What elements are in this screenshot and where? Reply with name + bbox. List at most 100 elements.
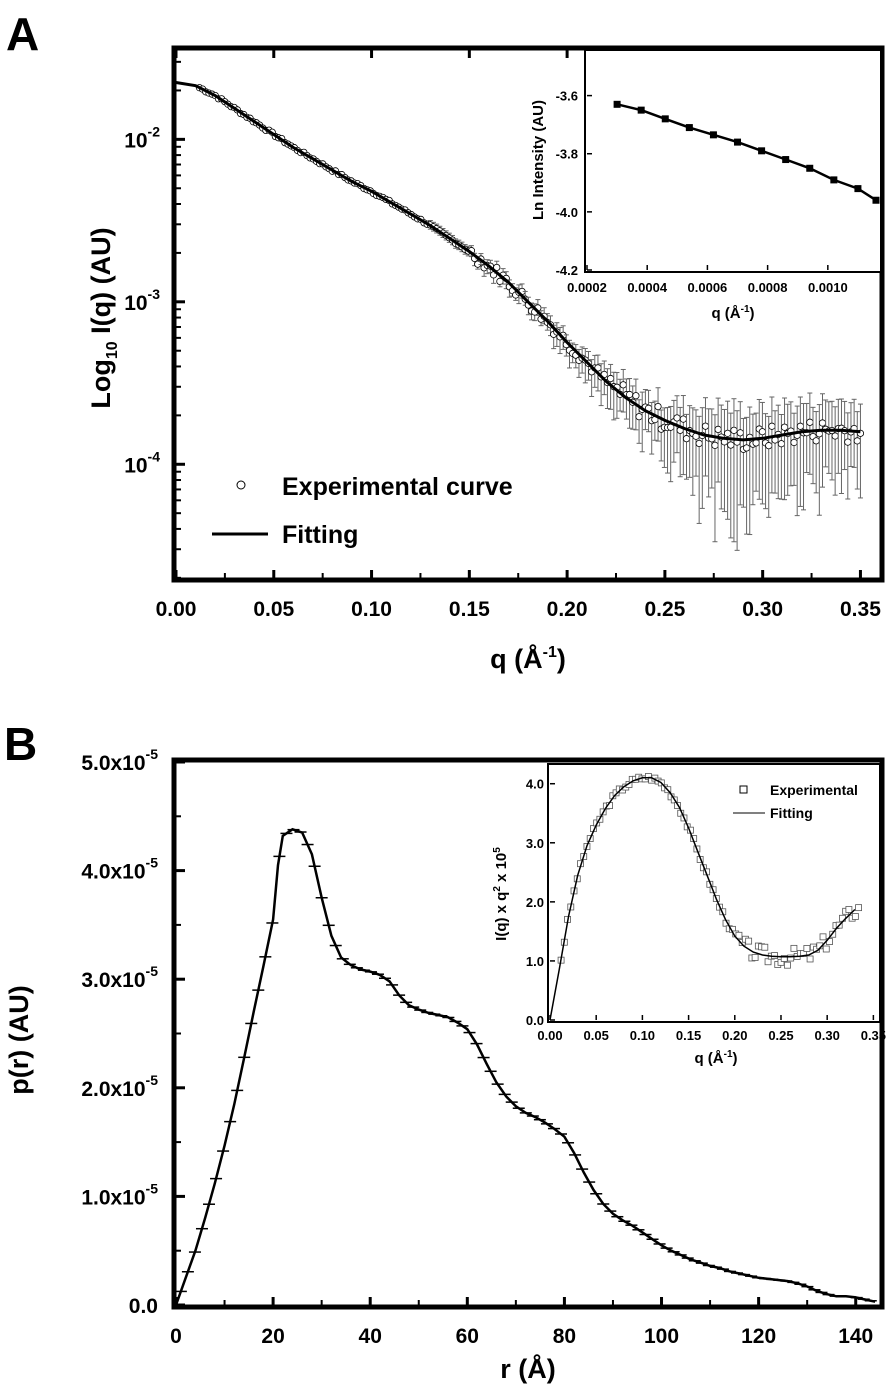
inset-x-tick-label: 0.15	[676, 1028, 701, 1043]
panel-b-inset-y-title: I(q) x q2 x 105	[492, 847, 510, 941]
data-point	[790, 438, 798, 447]
panel-b-x-axis-title: r (Å)	[500, 1353, 556, 1384]
inset-x-tick-label: 0.0002	[567, 280, 607, 295]
legend-experimental-label: Experimental curve	[282, 473, 513, 501]
inset-data-point	[661, 115, 669, 123]
inset-data-point	[784, 961, 791, 969]
y-tick-label: 4.0x10-5	[81, 855, 158, 884]
data-point	[727, 441, 735, 449]
x-tick-label: 0	[170, 1325, 182, 1348]
inset-y-tick-label: -3.6	[556, 89, 578, 104]
data-point	[752, 439, 760, 447]
data-point	[654, 402, 662, 411]
y-tick-label: 1.0x10-5	[81, 1180, 158, 1209]
panel-b-inset-x-title: q (Å-1)	[694, 1049, 737, 1067]
data-point	[635, 413, 643, 421]
inset-data-point	[761, 943, 769, 951]
data-point	[673, 414, 681, 422]
data-point	[796, 422, 804, 430]
panel-b-x-ticks: 0 20 40 60 80 100 120 140	[170, 1297, 873, 1348]
data-point	[806, 418, 814, 426]
x-tick-label: 80	[553, 1325, 576, 1348]
data-point	[619, 381, 627, 389]
inset-legend-fitting-label: Fitting	[770, 805, 813, 821]
data-point	[607, 374, 615, 383]
inset-x-tick-label: 0.10	[630, 1028, 655, 1043]
inset-y-tick-label: 0.0	[526, 1013, 544, 1028]
data-point	[736, 429, 744, 437]
inset-y-tick-label: -4.2	[556, 263, 578, 278]
panel-a-marks	[175, 81, 865, 551]
panel-a-y-axis-title: Log10 I(q) (AU)	[86, 227, 121, 408]
data-point	[768, 422, 776, 430]
panel-b-marks	[174, 827, 877, 1306]
inset-data-point	[745, 937, 753, 945]
inset-data-point	[806, 955, 814, 963]
data-point	[632, 392, 640, 400]
inset-fit-line	[549, 777, 856, 1021]
panel-a-x-ticks: 0.00 0.05 0.10 0.15 0.20 0.25 0.30 0.35	[156, 50, 881, 621]
inset-data-point	[851, 913, 859, 920]
inset-fit-line	[616, 103, 877, 202]
panel-b-plot-frame	[171, 757, 885, 1310]
inset-x-tick-label: 0.25	[768, 1028, 793, 1043]
x-tick-label: 0.30	[742, 598, 783, 621]
x-tick-label: 60	[456, 1325, 479, 1348]
legend-experimental-marker	[236, 480, 246, 490]
panel-b-chart: 0 20 40 60 80 100 120 140 0.0 1.0x10-5 2.0x10-5 3.…	[4, 746, 886, 1384]
inset-data-point	[819, 933, 827, 941]
panel-b-inset-ticks: 0.00 0.05 0.10 0.15 0.20 0.25 0.30 0.35 0.0 1.0 2.…	[526, 777, 886, 1043]
fit-line	[175, 81, 861, 442]
panel-b-y-axis-title: p(r) (AU)	[4, 985, 34, 1094]
panel-a-inset-ticks: 0.0002 0.0004 0.0006 0.0008 0.0010 -3.6 -3.8 -4…	[556, 89, 848, 295]
inset-data-point	[782, 156, 790, 164]
data-point	[695, 439, 703, 448]
data-point	[625, 390, 634, 399]
inset-x-tick-label: 0.30	[815, 1028, 840, 1043]
inset-y-tick-label: -4.0	[556, 205, 578, 220]
data-point	[711, 441, 719, 449]
x-tick-label: 0.25	[644, 598, 685, 621]
data-point	[742, 444, 751, 452]
x-tick-label: 120	[741, 1325, 776, 1348]
panel-a-inset-y-title: Ln Intensity (AU)	[530, 100, 547, 220]
data-point	[724, 429, 732, 437]
data-point	[682, 435, 691, 443]
legend-fitting-label: Fitting	[282, 521, 358, 549]
data-point	[812, 437, 820, 445]
data-point	[714, 425, 722, 433]
inset-y-tick-label: 2.0	[526, 895, 544, 910]
x-tick-label: 0.15	[449, 598, 490, 621]
inset-data-point	[854, 185, 862, 193]
x-tick-label: 140	[838, 1325, 873, 1348]
data-point	[730, 426, 738, 434]
data-point	[493, 263, 501, 272]
y-tick-label: 3.0x10-5	[81, 963, 158, 992]
inset-data-point	[845, 906, 853, 913]
panel-a-legend: Experimental curve Fitting	[212, 473, 513, 549]
y-tick-label: 10-2	[124, 123, 160, 152]
x-tick-label: 0.05	[253, 598, 294, 621]
x-tick-label: 100	[644, 1325, 679, 1348]
x-tick-label: 0.35	[840, 598, 881, 621]
data-point	[679, 415, 687, 423]
inset-y-tick-label: 3.0	[526, 836, 544, 851]
inset-data-point	[822, 945, 830, 953]
inset-legend-experimental-label: Experimental	[770, 782, 858, 798]
inset-data-point	[803, 945, 811, 952]
y-tick-label: 0.0	[129, 1295, 158, 1318]
data-point	[765, 442, 773, 450]
inset-x-tick-label: 0.0010	[808, 280, 848, 295]
inset-data-point	[685, 124, 693, 132]
panel-b-inset-legend: Experimental Fitting	[733, 782, 858, 821]
data-point	[701, 422, 710, 430]
inset-data-point	[830, 176, 838, 184]
panel-a-chart: 0.00 0.05 0.10 0.15 0.20 0.25 0.30 0.35 10-210-…	[86, 45, 885, 674]
inset-x-tick-label: 0.35	[861, 1028, 886, 1043]
inset-data-point	[855, 904, 862, 912]
inset-data-point	[709, 131, 717, 139]
inset-x-tick-label: 0.0006	[688, 280, 728, 295]
inset-data-point	[764, 958, 772, 966]
inset-y-tick-label: 1.0	[526, 954, 544, 969]
panel-b-y-ticks: 0.0 1.0x10-5 2.0x10-5 3.0x10-5 4.0x10-5 5.0x1…	[81, 746, 185, 1318]
